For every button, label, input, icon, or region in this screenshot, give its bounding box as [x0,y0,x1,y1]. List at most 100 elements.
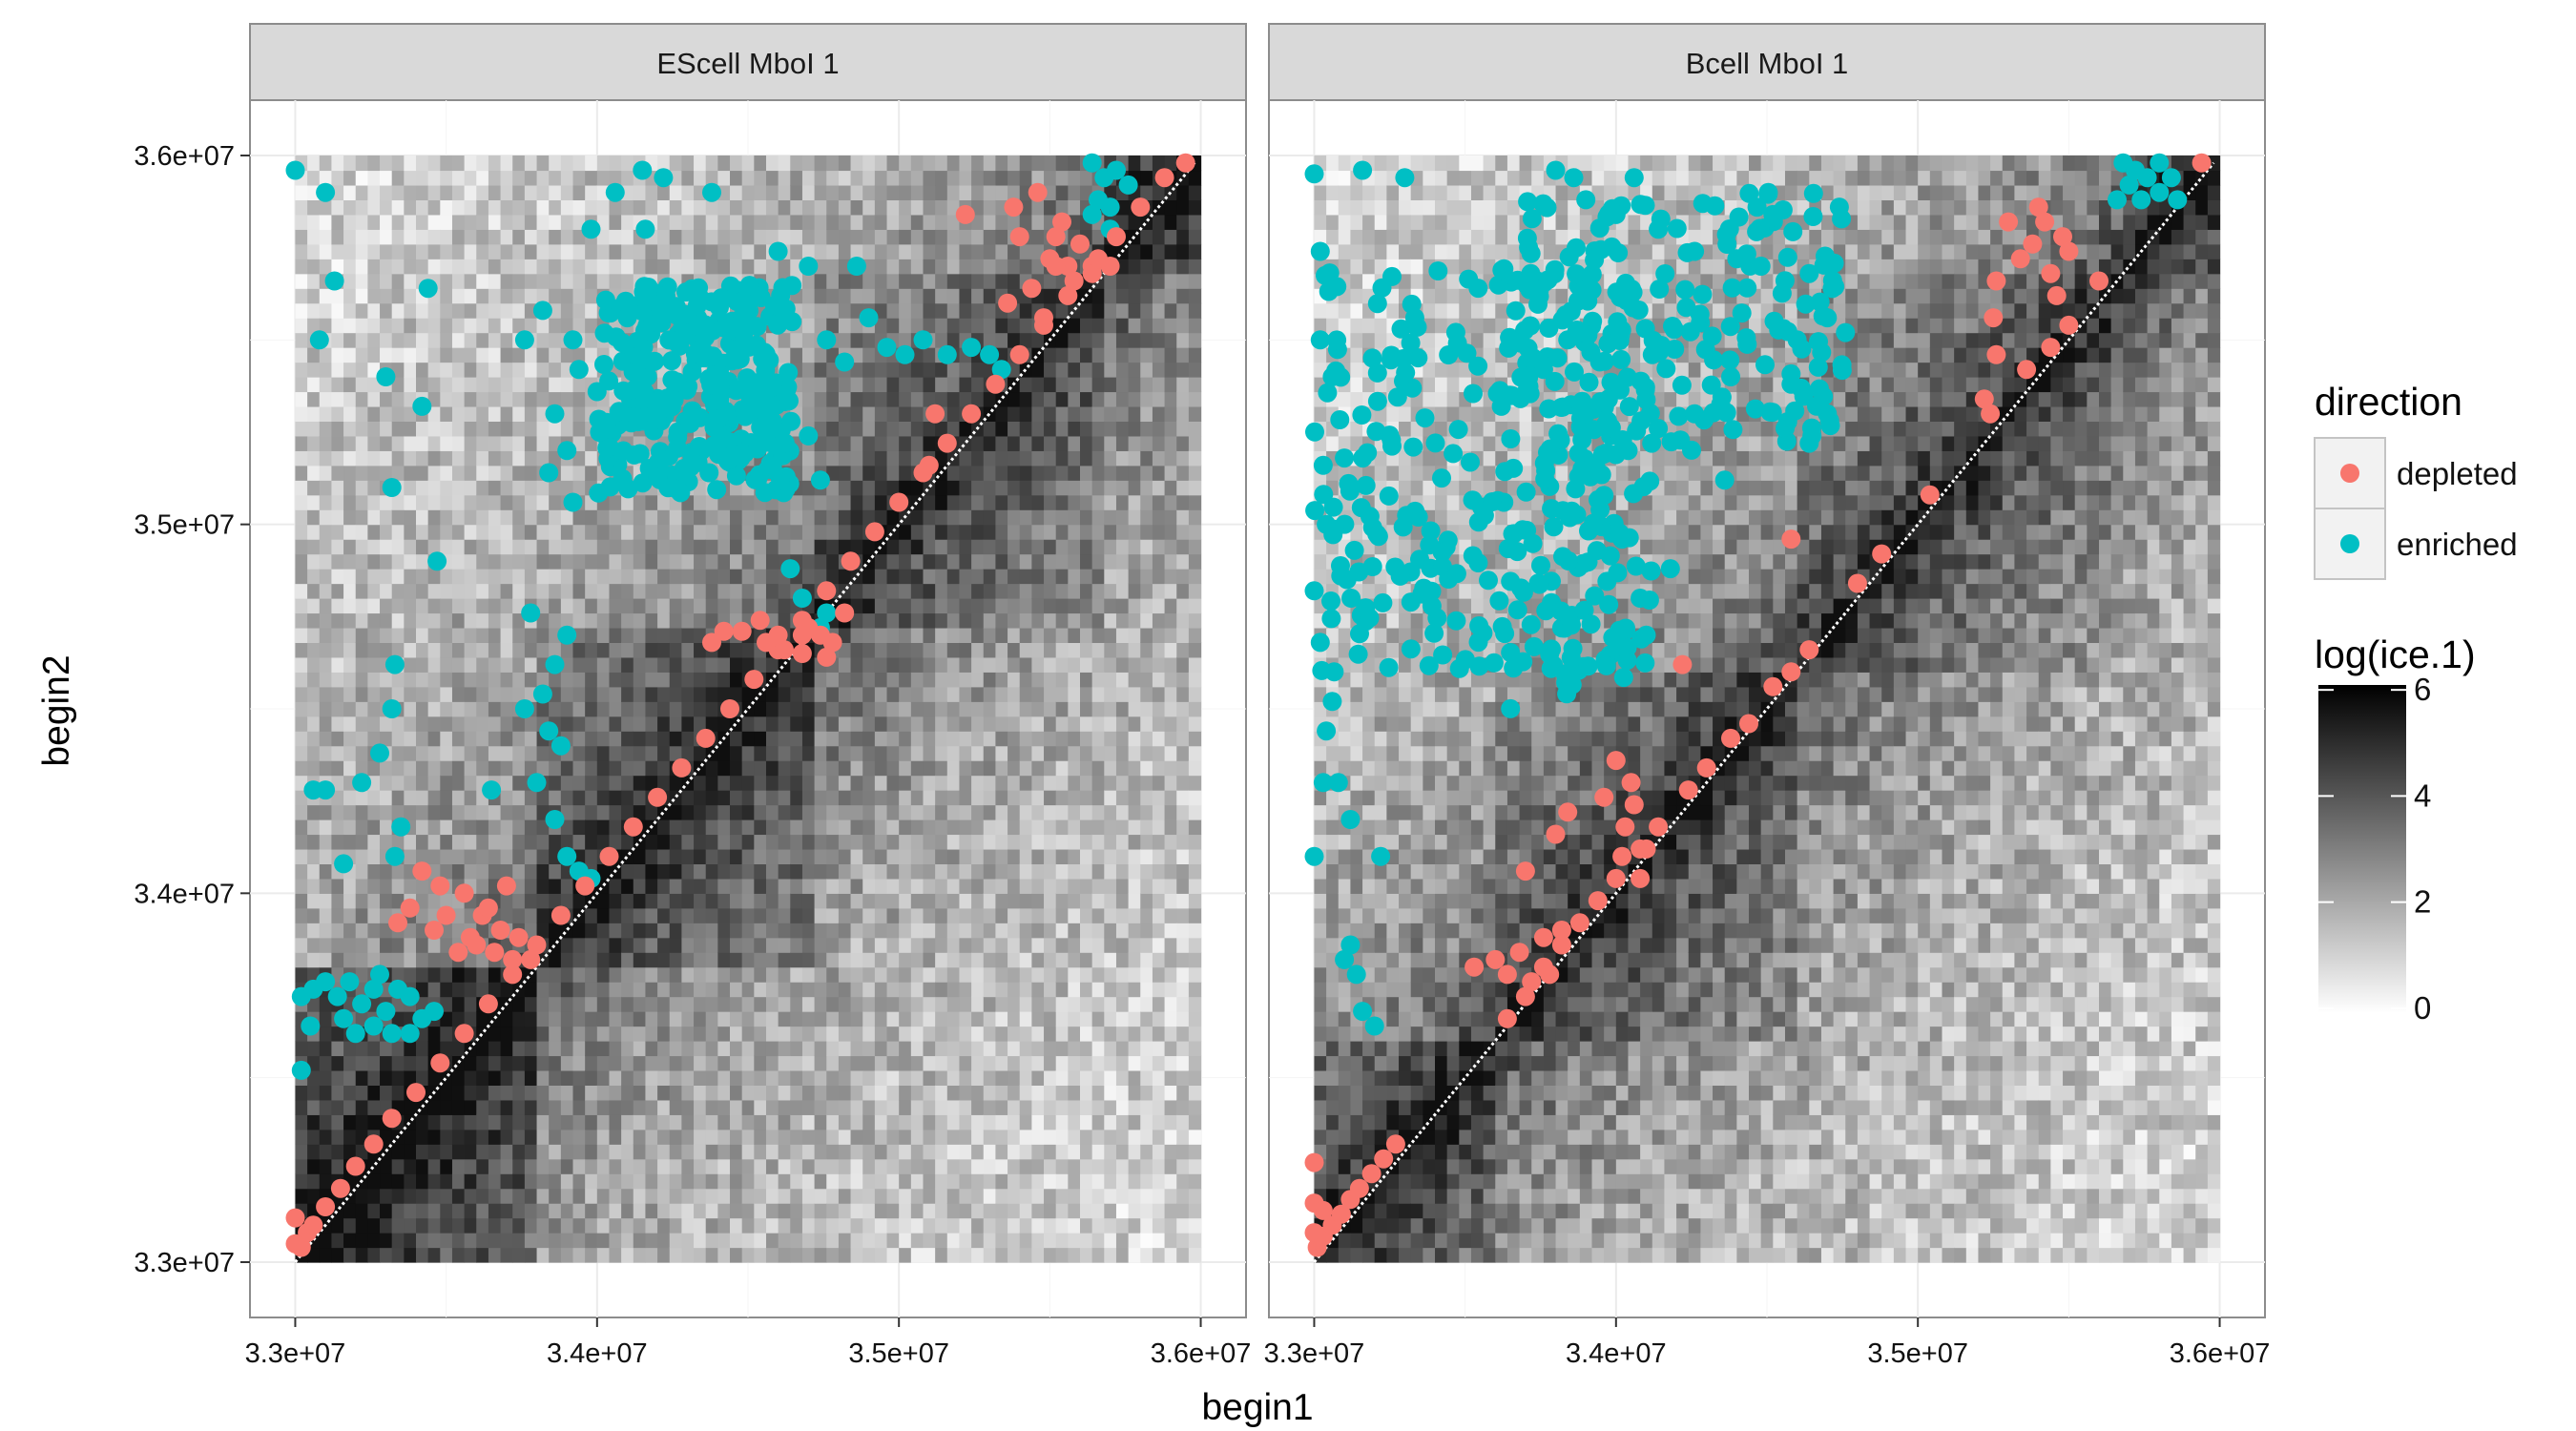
heatmap-cell [754,259,767,275]
heatmap-cell [717,1069,731,1086]
heatmap-cell [1068,834,1081,850]
heatmap-cell [380,302,393,319]
heatmap-cell [959,377,972,393]
heatmap-cell [307,583,321,599]
heatmap-cell [886,1173,900,1190]
heatmap-cell [1091,923,1105,939]
heatmap-cell [910,1011,924,1027]
heatmap-cell [778,775,791,791]
heatmap-cell [826,923,840,939]
heatmap-cell [585,1055,598,1071]
heatmap-cell [331,745,344,761]
heatmap-cell [910,1203,924,1219]
heatmap-cell [512,259,526,275]
heatmap-cell [983,952,997,968]
heatmap-cell [621,494,634,510]
heatmap-cell [416,332,429,348]
heatmap-cell [416,907,429,923]
heatmap-cell [705,273,718,289]
heatmap-cell [307,627,321,643]
heatmap-cell [730,229,743,245]
heatmap-cell [512,1233,526,1249]
heatmap-cell [778,819,791,836]
heatmap-cell [850,1041,863,1057]
heatmap-cell [814,318,827,334]
heatmap-cell [549,199,562,216]
heatmap-cell [295,273,308,289]
heatmap-cell [536,1158,550,1174]
heatmap-cell [669,156,682,172]
heatmap-cell [596,1233,611,1249]
heatmap-cell [935,184,948,200]
heatmap-cell [536,790,550,806]
heatmap-cell [838,539,852,555]
heatmap-cell [935,1055,948,1071]
heatmap-cell [404,318,417,334]
heatmap-cell [935,214,948,230]
heatmap-cell [1031,583,1045,599]
heatmap-cell [1044,996,1057,1012]
heatmap-cell [355,1055,368,1071]
heatmap-cell [464,184,477,200]
heatmap-cell [669,745,682,761]
heatmap-cell [355,1114,368,1130]
heatmap-cell [1055,170,1069,186]
heatmap-cell [910,553,924,570]
heatmap-cell [717,1114,731,1130]
heatmap-cell [657,1173,671,1190]
heatmap-cell [355,627,368,643]
heatmap-cell [910,539,924,555]
heatmap-cell [730,1203,743,1219]
heatmap-cell [307,672,321,688]
heatmap-cell [838,642,852,658]
heatmap-cell [730,731,743,747]
heatmap-cell [331,288,344,304]
heatmap-cell [910,569,924,585]
heatmap-cell [874,214,888,230]
heatmap-cell [645,243,658,259]
heatmap-cell [862,716,876,732]
heatmap-cell [404,509,417,526]
heatmap-cell [790,745,803,761]
heatmap-cell [778,1158,791,1174]
heatmap-cell [319,672,333,688]
heatmap-cell [657,819,671,836]
heatmap-cell [440,450,453,467]
heatmap-cell [404,1158,417,1174]
heatmap-cell [790,1055,803,1071]
heatmap-cell [983,923,997,939]
heatmap-cell [1031,494,1045,510]
heatmap-cell [983,494,997,510]
heatmap-cell [572,937,586,953]
heatmap-cell [765,716,779,732]
heatmap-cell [585,686,598,702]
heatmap-cell [717,1188,731,1204]
heatmap-cell [705,598,718,614]
heatmap-cell [464,465,477,481]
heatmap-cell [862,229,876,245]
heatmap-cell [826,819,840,836]
heatmap-cell [488,391,502,407]
heatmap-cell [1044,672,1057,688]
heatmap-cell [464,1173,477,1190]
heatmap-cell [621,553,634,570]
heatmap-cell [814,229,827,245]
heatmap-cell [355,199,368,216]
heatmap-cell [560,465,574,481]
heatmap-cell [959,848,972,864]
heatmap-cell [524,170,538,186]
heatmap-cell [512,1144,526,1160]
heatmap-cell [367,1158,381,1174]
heatmap-cell [910,1129,924,1145]
heatmap-cell [935,878,948,894]
heatmap-cell [935,524,948,540]
heatmap-cell [319,1173,333,1190]
heatmap-cell [295,362,308,378]
heatmap-cell [694,834,707,850]
heatmap-cell [778,214,791,230]
heatmap-cell [694,848,707,864]
heatmap-cell [307,1129,321,1145]
heatmap-cell [971,1041,985,1057]
heatmap-cell [464,583,477,599]
heatmap-cell [935,1041,948,1057]
